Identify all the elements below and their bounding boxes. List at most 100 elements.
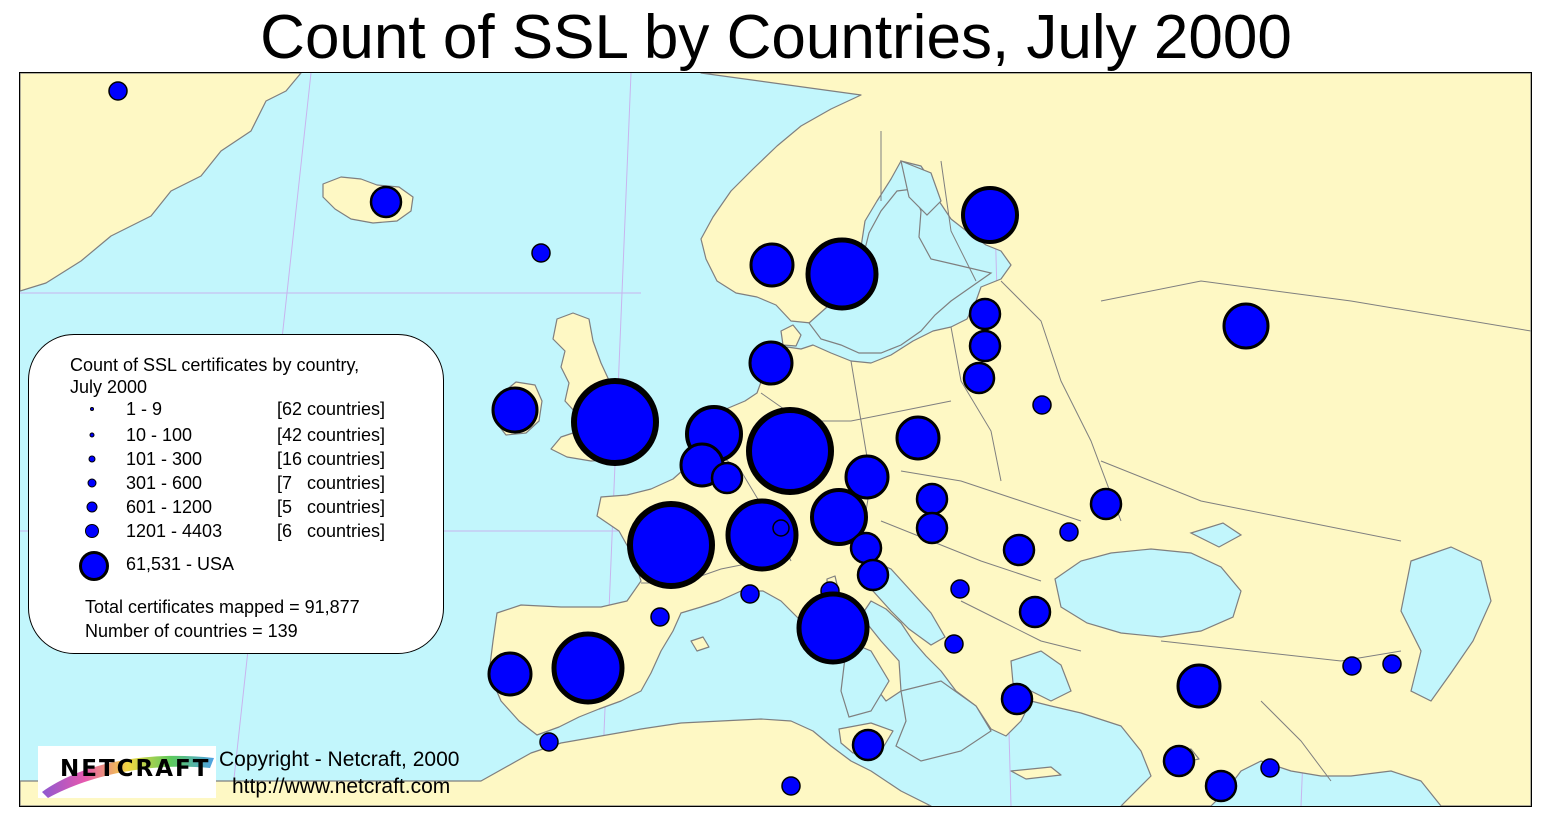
caspian-sea: [1400, 546, 1492, 702]
marker-austria: [810, 488, 868, 546]
legend-dot: [87, 478, 97, 488]
map-title: Count of SSL by Countries, July 2000: [260, 3, 1292, 72]
legend-count: [62 countries]: [277, 399, 386, 419]
marker-latvia: [968, 329, 1002, 363]
marker-hungary: [915, 511, 949, 545]
legend-range: 1201 - 4403: [126, 521, 223, 541]
denmark: [780, 324, 802, 347]
adriatic-sea: [872, 560, 946, 646]
marker-norway: [749, 242, 795, 288]
legend-dot: [90, 407, 94, 411]
legend-range: 1 - 9: [126, 399, 163, 419]
marker-ukraine: [1089, 487, 1123, 521]
greenland: [20, 73, 302, 292]
marker-andorra: [650, 607, 670, 627]
logo-text: NETCRAFT: [60, 756, 211, 782]
marker-slovenia: [849, 531, 883, 565]
marker-israel: [1204, 769, 1238, 803]
marker-monaco: [740, 584, 760, 604]
landmass: [20, 73, 1531, 806]
netcraft-logo: NETCRAFT: [38, 746, 216, 798]
marker-germany: [746, 407, 834, 495]
marker-romania: [1002, 533, 1036, 567]
marker-poland: [895, 415, 941, 461]
legend-total: Total certificates mapped = 91,877: [85, 597, 360, 617]
marker-italy: [796, 591, 870, 665]
legend-class: 601 - 1200 [5 countries]: [29, 495, 443, 519]
marker-estonia: [968, 297, 1002, 331]
mallorca: [690, 636, 710, 652]
legend-dot: [89, 432, 95, 438]
legend-country-count: Number of countries = 139: [85, 621, 298, 641]
marker-sweden: [805, 237, 879, 311]
marker-armenia: [1382, 654, 1402, 674]
legend-range: 10 - 100: [126, 425, 193, 445]
marker-russia: [1222, 302, 1270, 350]
marker-turkey: [1176, 663, 1222, 709]
copyright-notice: Copyright - Netcraft, 2000: [219, 748, 460, 771]
marker-bulgaria: [1018, 595, 1052, 629]
marker-ireland: [491, 386, 539, 434]
ionian-sea: [895, 680, 992, 762]
legend-class: 101 - 300 [16 countries]: [29, 447, 443, 471]
inland-seas: [808, 160, 1492, 762]
logo-rainbow-swash: [42, 755, 214, 798]
legend-class: 10 - 100 [42 countries]: [29, 423, 443, 447]
legend-dot: [86, 501, 98, 513]
legend-title: Count of SSL certificates by country, Ju…: [70, 355, 360, 397]
marker-macedonia: [944, 634, 964, 654]
legend-dot: [88, 455, 96, 463]
marker-slovakia: [915, 482, 949, 516]
marker-greenland: [108, 81, 128, 101]
marker-czech-republic: [844, 454, 890, 500]
marker-lithuania: [962, 361, 996, 395]
legend-count: [7 countries]: [277, 473, 386, 493]
legend-dot: [85, 524, 99, 538]
marker-luxembourg: [710, 461, 744, 495]
marker-switzerland: [725, 498, 799, 572]
legend-dot: [79, 551, 109, 581]
marker-moldova: [1059, 522, 1079, 542]
marker-bosnia: [950, 579, 970, 599]
legend-range: 61,531 - USA: [126, 554, 235, 574]
marker-finland: [961, 186, 1019, 244]
legend-count: [6 countries]: [277, 521, 386, 541]
map-frame: [19, 72, 1532, 807]
marker-greece: [1000, 682, 1034, 716]
legend-count: [5 countries]: [277, 497, 386, 517]
tyrrhenian-sea: [840, 640, 890, 718]
marker-georgia: [1342, 656, 1362, 676]
marker-tunisia: [781, 776, 801, 796]
website-link[interactable]: http://www.netcraft.com: [232, 775, 451, 798]
legend-range: 301 - 600: [126, 473, 203, 493]
marker-spain: [551, 631, 625, 705]
marker-iceland: [369, 185, 403, 219]
marker-faroe: [531, 243, 551, 263]
north-africa: [20, 718, 932, 806]
marker-gibraltar: [539, 732, 559, 752]
marker-france: [627, 501, 715, 589]
legend-range: 601 - 1200: [126, 497, 213, 517]
marker-lebanon: [1260, 758, 1280, 778]
marker-denmark: [748, 340, 794, 386]
marker-united-kingdom: [571, 378, 659, 466]
legend-range: 101 - 300: [126, 449, 203, 469]
marker-croatia: [856, 558, 890, 592]
black-sea: [1054, 548, 1242, 638]
legend-count: [42 countries]: [277, 425, 386, 445]
marker-liechtenstein: [772, 519, 790, 537]
europe-map: [20, 73, 1531, 806]
marker-belarus: [1032, 395, 1052, 415]
gulf-of-bothnia: [900, 160, 942, 216]
legend-class: 61,531 - USA: [29, 551, 443, 582]
marker-malta: [851, 728, 885, 762]
crete: [1010, 766, 1062, 780]
legend-class: 1201 - 4403 [6 countries]: [29, 519, 443, 543]
legend-class: 1 - 9 [62 countries]: [29, 397, 443, 421]
sea-of-azov: [1189, 522, 1243, 548]
eurasia-mainland: [488, 73, 1531, 806]
map-legend: Count of SSL certificates by country, Ju…: [28, 334, 444, 654]
marker-portugal: [487, 651, 533, 697]
legend-class: 301 - 600 [7 countries]: [29, 471, 443, 495]
legend-count: [16 countries]: [277, 449, 386, 469]
